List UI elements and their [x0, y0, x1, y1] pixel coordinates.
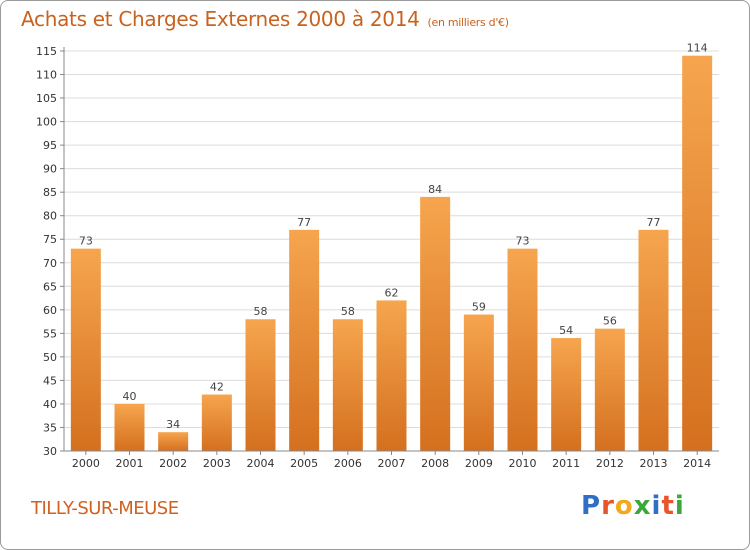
x-tick-label: 2007 — [378, 457, 406, 470]
bar-value-label: 73 — [79, 235, 93, 248]
y-tick-label: 90 — [43, 163, 57, 176]
bar-value-label: 77 — [647, 216, 661, 229]
x-tick-label: 2004 — [247, 457, 275, 470]
bar-value-label: 42 — [210, 381, 224, 394]
logo-letter: i — [651, 491, 662, 521]
logo-letter: t — [661, 491, 675, 521]
y-tick-label: 95 — [43, 139, 57, 152]
logo-letter: P — [581, 491, 602, 521]
bar — [376, 300, 407, 451]
y-tick-label: 80 — [43, 210, 57, 223]
bar — [332, 319, 363, 451]
bar-value-label: 59 — [472, 301, 486, 314]
x-tick-label: 2002 — [159, 457, 187, 470]
bar-value-label: 58 — [254, 305, 268, 318]
bar-value-label: 58 — [341, 305, 355, 318]
bar-value-label: 77 — [297, 216, 311, 229]
x-tick-label: 2009 — [465, 457, 493, 470]
bar — [70, 248, 101, 451]
x-tick-label: 2008 — [421, 457, 449, 470]
y-tick-label: 70 — [43, 257, 57, 270]
bar — [507, 248, 538, 451]
bar-value-label: 40 — [123, 390, 137, 403]
y-tick-label: 50 — [43, 351, 57, 364]
y-tick-label: 35 — [43, 421, 57, 434]
bar — [682, 55, 713, 452]
x-tick-label: 2012 — [596, 457, 624, 470]
x-tick-label: 2005 — [290, 457, 318, 470]
bar-value-label: 62 — [385, 286, 399, 299]
bar-value-label: 34 — [166, 418, 180, 431]
bar — [201, 394, 232, 451]
x-tick-label: 2011 — [552, 457, 580, 470]
y-tick-label: 100 — [36, 116, 57, 129]
x-tick-label: 2003 — [203, 457, 231, 470]
bar-value-label: 84 — [428, 183, 442, 196]
chart-title: Achats et Charges Externes 2000 à 2014 (e… — [21, 7, 509, 31]
bar — [245, 319, 276, 451]
logo-letter: r — [601, 491, 615, 521]
bar — [638, 229, 669, 451]
y-tick-label: 110 — [36, 69, 57, 82]
logo-letter: i — [674, 491, 685, 521]
x-tick-label: 2001 — [116, 457, 144, 470]
y-tick-label: 30 — [43, 445, 57, 458]
proxiti-logo: Proxiti — [581, 491, 685, 521]
axes: 30 35 40 45 50 55 60 65 70 75 80 85 90 95 100 105 110 115… — [36, 45, 719, 470]
x-tick-label: 2006 — [334, 457, 362, 470]
chart-subtitle: (en milliers d'€) — [427, 16, 509, 29]
bar — [158, 432, 189, 451]
chart-title-text: Achats et Charges Externes 2000 à 2014 — [21, 7, 420, 31]
bar — [420, 196, 451, 451]
location-label: TILLY-SUR-MEUSE — [31, 498, 179, 519]
logo-letter: x — [633, 491, 652, 521]
bar-value-label: 56 — [603, 315, 617, 328]
bars: 73 40 34 42 58 77 58 62 84 59 73 54 56 77 114 — [70, 42, 713, 452]
y-tick-label: 60 — [43, 304, 57, 317]
bar — [551, 338, 582, 451]
y-tick-label: 40 — [43, 398, 57, 411]
y-tick-label: 45 — [43, 374, 57, 387]
bar — [114, 403, 145, 451]
y-tick-label: 75 — [43, 233, 57, 246]
y-tick-label: 65 — [43, 280, 57, 293]
x-tick-label: 2000 — [72, 457, 100, 470]
x-tick-label: 2010 — [509, 457, 537, 470]
y-tick-label: 105 — [36, 92, 57, 105]
x-tick-label: 2013 — [640, 457, 668, 470]
x-tick-label: 2014 — [683, 457, 711, 470]
logo-letter: o — [614, 491, 634, 521]
y-tick-label: 85 — [43, 186, 57, 199]
y-tick-label: 55 — [43, 327, 57, 340]
bar — [463, 314, 494, 451]
bar — [289, 229, 320, 451]
bar-value-label: 54 — [559, 324, 573, 337]
y-tick-label: 115 — [36, 45, 57, 58]
bar-value-label: 114 — [687, 42, 708, 55]
bar-value-label: 73 — [516, 235, 530, 248]
bar — [594, 328, 625, 451]
